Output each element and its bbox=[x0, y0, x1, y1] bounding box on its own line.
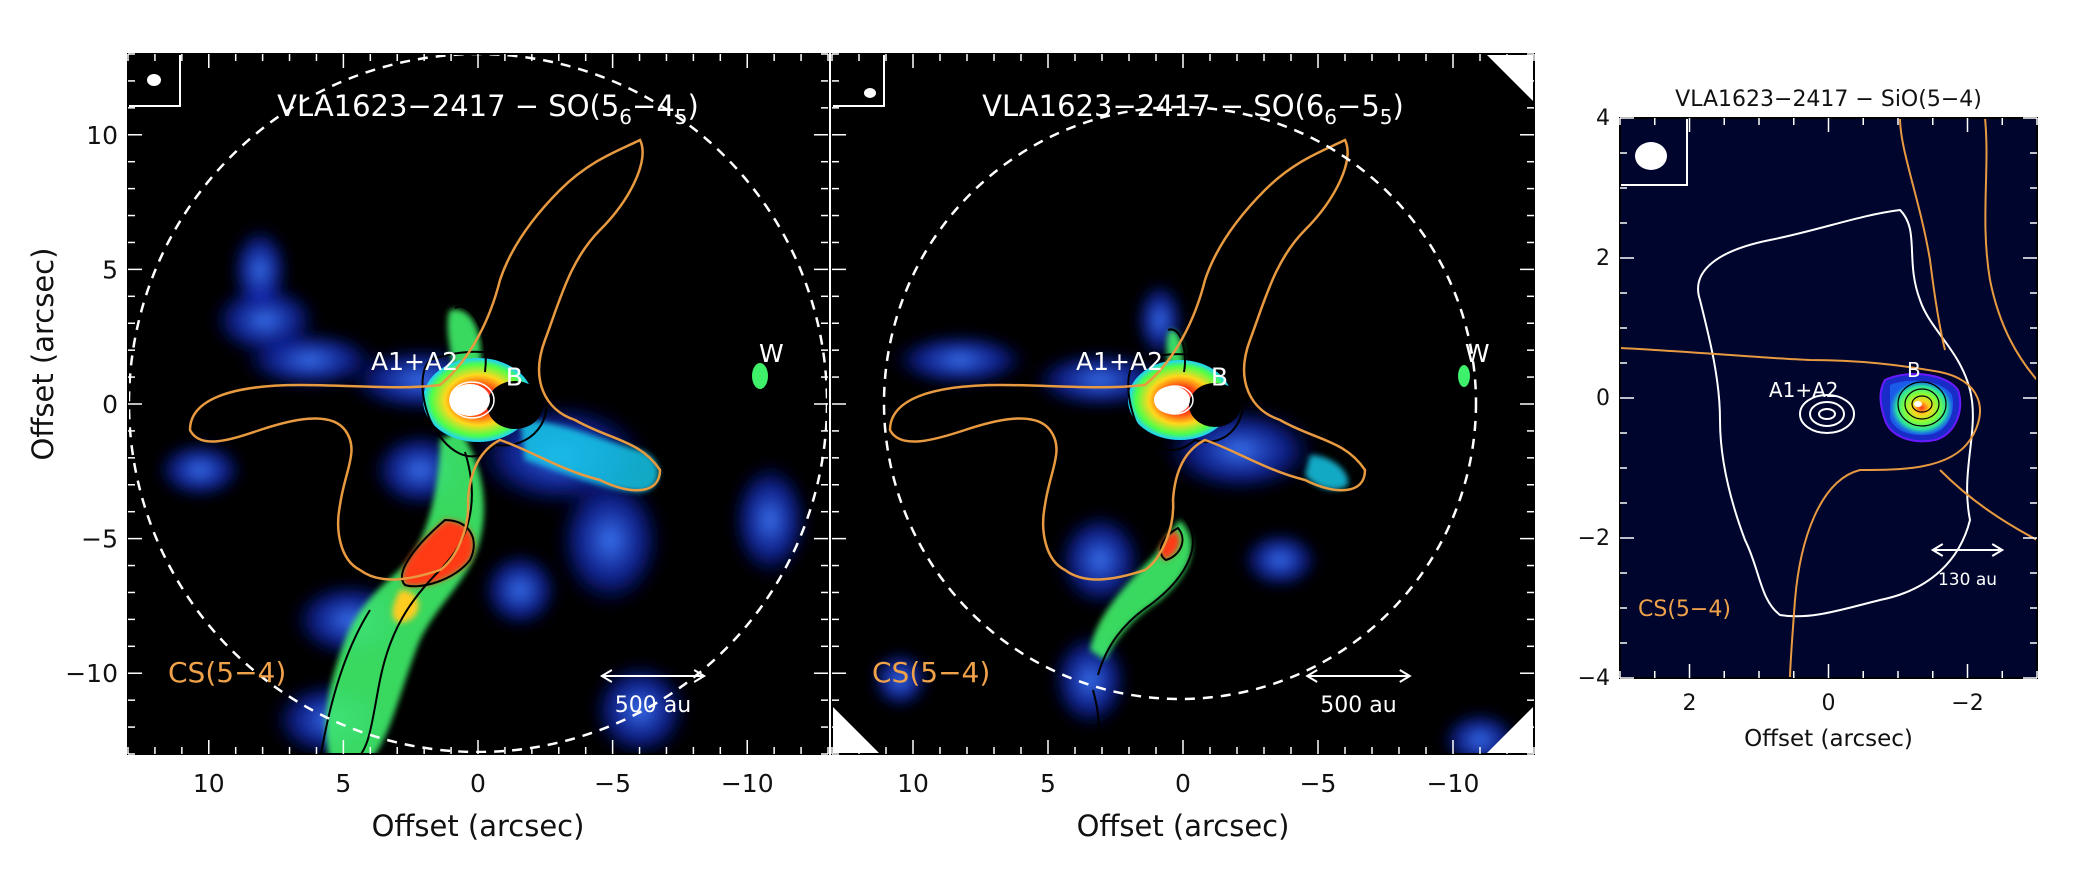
panel1-cs-contour bbox=[188, 138, 662, 581]
panel2-title: VLA1623−2417 − SO(66−55) bbox=[982, 89, 1404, 129]
panel1-scale-bar-label: 500 au bbox=[615, 693, 691, 718]
panel3-y-tick-label: 0 bbox=[1596, 386, 1610, 411]
panel1-white-contours bbox=[449, 381, 495, 419]
panel2-x-tick-label: 0 bbox=[1175, 769, 1191, 798]
panel2-cs-label: CS(5−4) bbox=[872, 656, 990, 689]
panel1-y-tick-label: 0 bbox=[102, 390, 118, 419]
panel2-scale-bar-arrow-right bbox=[1399, 669, 1412, 683]
panel1-y-tick-label: −10 bbox=[65, 659, 118, 688]
panel2-x-axis-label: Offset (arcsec) bbox=[1077, 809, 1290, 843]
panel1-x-tick-label: 0 bbox=[470, 769, 486, 798]
panel3-y-tick-label: −4 bbox=[1578, 666, 1610, 691]
panel1-x-tick-label: −5 bbox=[594, 769, 631, 798]
panel3-a1a2-contours bbox=[1799, 394, 1855, 434]
panel2-x-tick-label: −10 bbox=[1427, 769, 1480, 798]
panel3-x-tick-label: −2 bbox=[1951, 691, 1983, 716]
panel3-x-tick-label: 0 bbox=[1822, 691, 1836, 716]
panel3-scale-bar-arrow-right bbox=[1991, 543, 2005, 557]
panel-sio-54 bbox=[1619, 117, 2038, 679]
panel3-cs-contours bbox=[1620, 118, 2037, 678]
panel2-beam bbox=[832, 54, 885, 107]
panel1-y-tick-label: −5 bbox=[81, 525, 118, 554]
panel2-cs-contour bbox=[888, 138, 1367, 581]
panel3-source-label-b: B bbox=[1907, 358, 1921, 382]
panel2-source-label-a1a2: A1+A2 bbox=[1076, 347, 1163, 376]
panel1-emission bbox=[128, 54, 828, 754]
panel1-source-label-w: W bbox=[759, 339, 784, 368]
panel3-y-tick-label: −2 bbox=[1578, 526, 1610, 551]
panel3-scale-bar-arrow-left bbox=[1930, 543, 1944, 557]
panel3-y-tick-label: 2 bbox=[1596, 246, 1610, 271]
panel1-cs-label: CS(5−4) bbox=[168, 656, 286, 689]
panel3-x-tick-label: 2 bbox=[1683, 691, 1697, 716]
panel1-y-tick-label: 10 bbox=[86, 121, 118, 150]
panel2-source-label-b: B bbox=[1211, 362, 1228, 391]
panel1-x-axis-label: Offset (arcsec) bbox=[372, 809, 585, 843]
panel2-primary-beam bbox=[882, 105, 1478, 701]
panel2-scale-bar-label: 500 au bbox=[1320, 693, 1396, 718]
panel3-dust-contour bbox=[1697, 208, 1974, 618]
panel2-corner-se bbox=[1486, 706, 1534, 754]
panel-so-56-45 bbox=[127, 53, 829, 755]
panel2-x-tick-label: 10 bbox=[897, 769, 929, 798]
panel3-scale-bar-label: 130 au bbox=[1938, 570, 1997, 590]
panel3-background bbox=[1620, 118, 2037, 678]
panel1-beam bbox=[128, 54, 181, 107]
panel3-cs-label: CS(5−4) bbox=[1638, 597, 1731, 622]
panel3-emission bbox=[1620, 118, 2037, 678]
axes-layer: 10 5 0 −5 −10 10 5 0 −5 −10 Offset (arcsec) Offset … bbox=[26, 53, 2038, 843]
panel1-w-source bbox=[750, 361, 770, 391]
panel-so-66-55 bbox=[831, 53, 1535, 755]
panel3-y-tick-label: 4 bbox=[1596, 106, 1610, 131]
panel2-corner-sw bbox=[832, 706, 880, 754]
panel2-emission bbox=[832, 54, 1534, 754]
panel1-x-tick-label: −10 bbox=[721, 769, 774, 798]
panel1-y-tick-label: 5 bbox=[102, 255, 118, 284]
panel2-source-label-w: W bbox=[1465, 339, 1490, 368]
panel1-source-label-b: B bbox=[506, 362, 523, 391]
panel1-x-tick-label: 5 bbox=[335, 769, 351, 798]
panel2-scale-bar-arrow-left bbox=[1305, 669, 1318, 683]
panel2-w-source bbox=[1456, 363, 1472, 389]
panel2-x-tick-label: 5 bbox=[1040, 769, 1056, 798]
panel3-x-axis-label: Offset (arcsec) bbox=[1744, 726, 1913, 752]
panel1-title: VLA1623−2417 − SO(56−45) bbox=[277, 89, 699, 129]
panel1-x-tick-label: 10 bbox=[193, 769, 225, 798]
panel3-source-label-a1a2: A1+A2 bbox=[1769, 378, 1839, 402]
panel1-scale-bar-arrow-right bbox=[693, 669, 707, 683]
panel2-corner-ne bbox=[1486, 54, 1534, 102]
panel3-beam bbox=[1620, 118, 1688, 186]
panel1-black-contours bbox=[320, 305, 548, 754]
panel3-title: VLA1623−2417 − SiO(5−4) bbox=[1675, 87, 1982, 112]
panel3-b-source bbox=[1879, 373, 1962, 443]
panel1-y-axis-label: Offset (arcsec) bbox=[26, 248, 60, 461]
panel1-scale-bar-arrow-left bbox=[599, 669, 613, 683]
panel2-x-tick-label: −5 bbox=[1300, 769, 1337, 798]
panel2-white-contours bbox=[1156, 385, 1194, 415]
panel1-source-label-a1a2: A1+A2 bbox=[371, 347, 458, 376]
